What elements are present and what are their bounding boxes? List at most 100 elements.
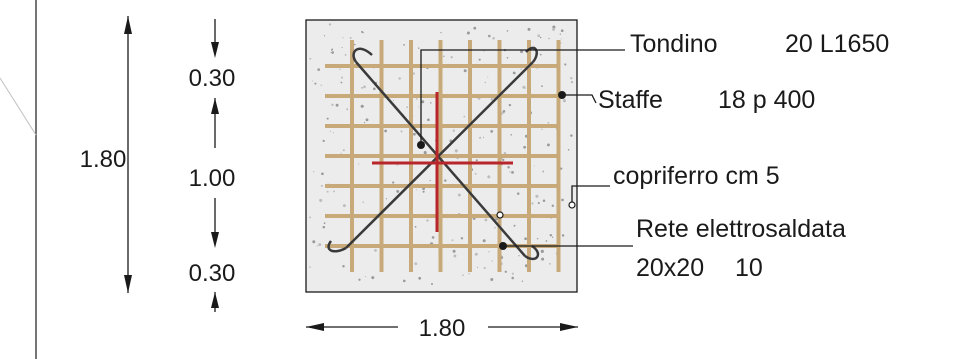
concrete-speckle [443,55,445,58]
concrete-speckle [473,26,477,30]
concrete-speckle [545,240,548,242]
concrete-speckle [402,279,406,283]
concrete-speckle [511,276,514,280]
concrete-speckle [537,34,541,38]
concrete-speckle [309,216,312,219]
concrete-speckle [536,237,539,240]
concrete-speckle [523,145,526,149]
concrete-speckle [323,35,326,37]
concrete-speckle [354,43,356,46]
concrete-speckle [540,249,544,253]
leader-dot-open [496,211,504,219]
concrete-speckle [551,236,554,238]
concrete-speckle [548,37,550,40]
concrete-speckle [412,72,416,75]
concrete-speckle [365,118,369,122]
leader-dot [558,91,566,99]
arrow-up-icon [124,16,132,34]
concrete-speckle [552,25,556,29]
concrete-speckle [559,33,561,35]
concrete-speckle [331,51,335,54]
concrete-speckle [317,68,321,71]
concrete-speckle [482,136,485,138]
concrete-speckle [531,202,534,205]
concrete-speckle [537,201,540,205]
concrete-speckle [426,219,429,222]
concrete-speckle [392,181,395,184]
concrete-speckle [330,52,332,54]
bar-hook-bottom-left [327,240,347,253]
concrete-speckle [414,226,417,228]
height-dimension [124,16,132,293]
concrete-speckle [454,149,458,153]
concrete-speckle [475,159,478,162]
concrete-speckle [513,224,516,227]
concrete-speckle [570,134,573,137]
rete-line1: Rete elettrosaldata [636,215,846,243]
concrete-speckle [535,194,539,198]
concrete-speckle [527,27,531,31]
concrete-speckle [364,275,367,278]
concrete-speckle [332,132,334,134]
bottom-segment-label: 0.30 [189,260,236,287]
concrete-speckle [488,251,490,253]
concrete-speckle [520,68,522,70]
concrete-speckle [373,87,376,91]
staffe-name: Staffe [598,86,663,114]
concrete-speckle [564,63,567,66]
concrete-speckle [340,152,342,154]
height-total-label: 1.80 [80,146,127,173]
concrete-speckle [504,270,507,273]
width-total-label: 1.80 [419,315,466,342]
concrete-speckle [331,48,334,51]
concrete-speckle [363,121,366,124]
concrete-speckle [417,47,420,49]
concrete-speckle [463,115,466,118]
concrete-speckle [342,149,345,152]
concrete-speckle [323,222,326,225]
leader-dot [417,141,425,149]
concrete-speckle [322,225,326,229]
concrete-speckle [440,31,442,34]
concrete-speckle [421,100,425,104]
concrete-speckle [506,30,509,32]
concrete-speckle [542,199,546,202]
diagonal-bars [327,46,540,261]
arrow-down-icon [211,232,219,248]
concrete-speckle [374,249,377,252]
concrete-speckle [328,23,332,26]
concrete-speckle [339,68,341,71]
concrete-speckle [371,276,375,280]
copriferro-label: copriferro cm 5 [613,162,780,190]
concrete-speckle [560,167,563,170]
concrete-speckle [511,171,514,174]
construction-line [0,77,37,136]
tondino-name: Tondino [630,30,718,58]
concrete-speckle [502,158,505,162]
concrete-speckle [311,80,313,82]
bar-hook-bottom-right [524,244,540,261]
concrete-speckle [392,99,395,102]
concrete-speckle [510,134,512,136]
concrete-speckle [561,234,565,237]
concrete-speckle [492,36,495,40]
concrete-speckle [511,272,514,275]
concrete-speckle [567,149,570,151]
concrete-speckle [314,82,317,85]
concrete-speckle [476,266,479,268]
concrete-speckle [474,252,478,256]
concrete-speckle [560,29,564,33]
concrete-speckle [427,118,430,122]
concrete-speckle [490,130,494,133]
concrete-speckle [509,171,511,173]
concrete-speckle [360,104,364,108]
concrete-speckle [570,80,574,84]
concrete-speckle [478,58,481,61]
concrete-speckle [362,31,364,34]
arrow-left-icon [306,323,324,331]
concrete-speckle [549,234,552,237]
concrete-speckle [326,117,329,120]
concrete-speckle [363,85,366,89]
concrete-speckle [483,266,486,270]
